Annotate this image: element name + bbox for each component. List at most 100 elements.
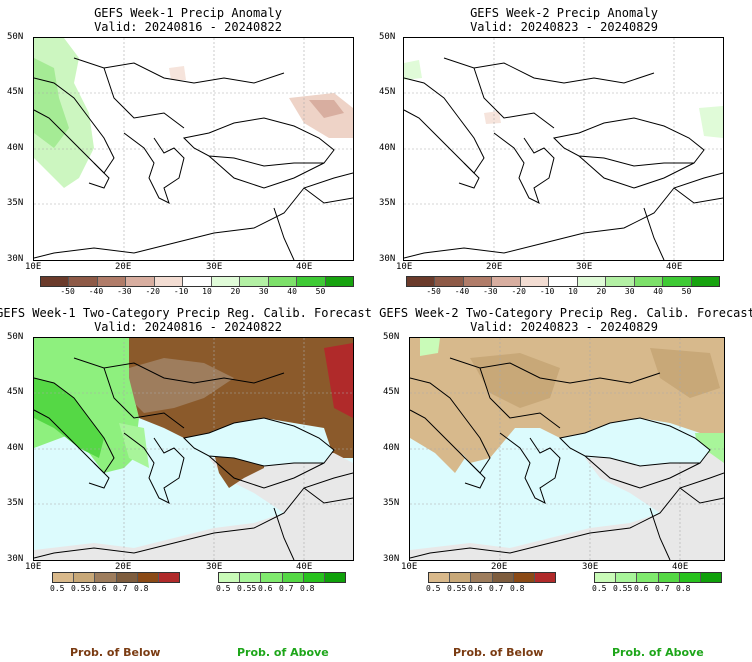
anomaly-swatch (691, 277, 719, 286)
lon-label-40e: 40E (666, 262, 683, 272)
legend-prob-above-right: Prob. of Above (612, 646, 704, 659)
lon-label-40e: 40E (296, 562, 313, 572)
map-area (403, 37, 724, 261)
colorbar-tick-label: -30 (117, 287, 132, 296)
lat-label-40n: 40N (7, 143, 24, 153)
lat-label-45n: 45N (7, 387, 24, 397)
lon-label-30e: 30E (206, 262, 223, 272)
above-colorbar (218, 572, 346, 583)
below-swatch (74, 573, 96, 582)
anomaly-swatch (435, 277, 464, 286)
colorbar-tick-label: 0.6 (258, 584, 273, 593)
map-area (409, 337, 725, 561)
lon-label-40e: 40E (672, 562, 689, 572)
below-swatch (450, 573, 472, 582)
lat-label-45n: 45N (7, 87, 24, 97)
anomaly-swatch (492, 277, 521, 286)
colorbar-tick-label: 30 (258, 287, 269, 296)
panel-valid-dates: Valid: 20240816 - 20240822 (94, 20, 282, 34)
anomaly-swatch (407, 277, 436, 286)
colorbar-tick-label: 0.7 (113, 584, 128, 593)
no-skill-africa (410, 513, 660, 560)
colorbar-tick-label: 0.5 (592, 584, 607, 593)
below-swatch (471, 573, 493, 582)
below-swatch (158, 573, 180, 582)
colorbar-tick-label: -30 (483, 287, 498, 296)
map-canvas (410, 338, 724, 560)
lat-label-30n: 30N (379, 254, 396, 264)
lon-label-10e: 10E (25, 562, 42, 572)
colorbar-tick-label: 0.55 (613, 584, 633, 593)
panel-valid-dates: Valid: 20240816 - 20240822 (94, 320, 282, 334)
panel-title: GEFS Week-1 Two-Category Precip Reg. Cal… (0, 306, 372, 320)
above-swatch (679, 573, 701, 582)
no-skill-turkey (209, 453, 353, 560)
above-swatch (658, 573, 680, 582)
above-swatch (261, 573, 283, 582)
colorbar-tick-label: -20 (145, 287, 160, 296)
colorbar-tick-label: 0.7 (489, 584, 504, 593)
lat-label-35n: 35N (379, 198, 396, 208)
legend-prob-above: Prob. of Above (237, 646, 329, 659)
panel-valid-dates: Valid: 20240823 - 20240829 (470, 320, 658, 334)
colorbar-tick-label: 0.7 (279, 584, 294, 593)
map-area (33, 37, 354, 261)
below-swatch (429, 573, 451, 582)
above-swatch (595, 573, 617, 582)
above-normal-italy-north (420, 338, 440, 356)
lon-label-20e: 20E (486, 262, 503, 272)
colorbar-tick-label: 0.8 (676, 584, 691, 593)
lat-label-35n: 35N (7, 198, 24, 208)
above-normal-region (34, 338, 139, 473)
colorbar-tick-label: -40 (88, 287, 104, 296)
colorbar-tick-label: 0.6 (92, 584, 107, 593)
lat-label-30n: 30N (7, 254, 24, 264)
coastlines (34, 57, 353, 260)
colorbar-tick-label: 40 (287, 287, 297, 296)
panel-week1-probability: GEFS Week-1 Two-Category Precip Reg. Cal… (0, 300, 376, 600)
below-normal-strong-east (324, 343, 353, 418)
above-swatch (637, 573, 659, 582)
colorbar-tick-label: -10 (173, 287, 189, 296)
colorbar-tick-label: -50 (60, 287, 75, 296)
lon-label-10e: 10E (25, 262, 42, 272)
anomaly-swatch (520, 277, 550, 286)
colorbar-tick-label: -20 (511, 287, 526, 296)
below-normal-darker-east (650, 348, 720, 398)
lon-label-40e: 40E (296, 262, 313, 272)
wet-anomaly-east (699, 106, 723, 138)
colorbar-tick-label: -40 (454, 287, 470, 296)
above-colorbar (594, 572, 722, 583)
anomaly-swatch (463, 277, 493, 286)
lat-label-35n: 35N (7, 498, 24, 508)
panel-week2-anomaly: GEFS Week-2 Precip Anomaly Valid: 202408… (376, 0, 752, 300)
anomaly-swatch (663, 277, 692, 286)
lon-label-20e: 20E (115, 562, 132, 572)
above-swatch (219, 573, 241, 582)
below-colorbar (52, 572, 180, 583)
lat-label-40n: 40N (7, 443, 24, 453)
coastlines (410, 357, 724, 560)
lat-label-35n: 35N (383, 498, 400, 508)
anomaly-swatch (69, 277, 98, 286)
gridlines (404, 38, 723, 260)
below-normal-lighter (129, 358, 234, 413)
anomaly-colorbar (406, 276, 720, 287)
panel-week1-anomaly: GEFS Week-1 Precip Anomaly Valid: 202408… (0, 0, 376, 300)
colorbar-tick-label: 0.55 (447, 584, 467, 593)
below-normal-italy (410, 398, 465, 473)
below-swatch (534, 573, 556, 582)
colorbar-tick-label: 0.55 (71, 584, 91, 593)
below-swatch (492, 573, 514, 582)
below-normal-darker (470, 353, 560, 408)
colorbar-tick-label: 50 (681, 287, 692, 296)
lat-label-40n: 40N (383, 443, 400, 453)
anomaly-swatch (577, 277, 607, 286)
colorbar-tick-label: 0.6 (634, 584, 649, 593)
lon-label-30e: 30E (582, 562, 599, 572)
above-normal-italy (34, 378, 104, 458)
colorbar-tick-label: 30 (624, 287, 635, 296)
colorbar-tick-label: 0.8 (300, 584, 315, 593)
colorbar-tick-label: -50 (426, 287, 441, 296)
map-canvas (404, 38, 723, 260)
